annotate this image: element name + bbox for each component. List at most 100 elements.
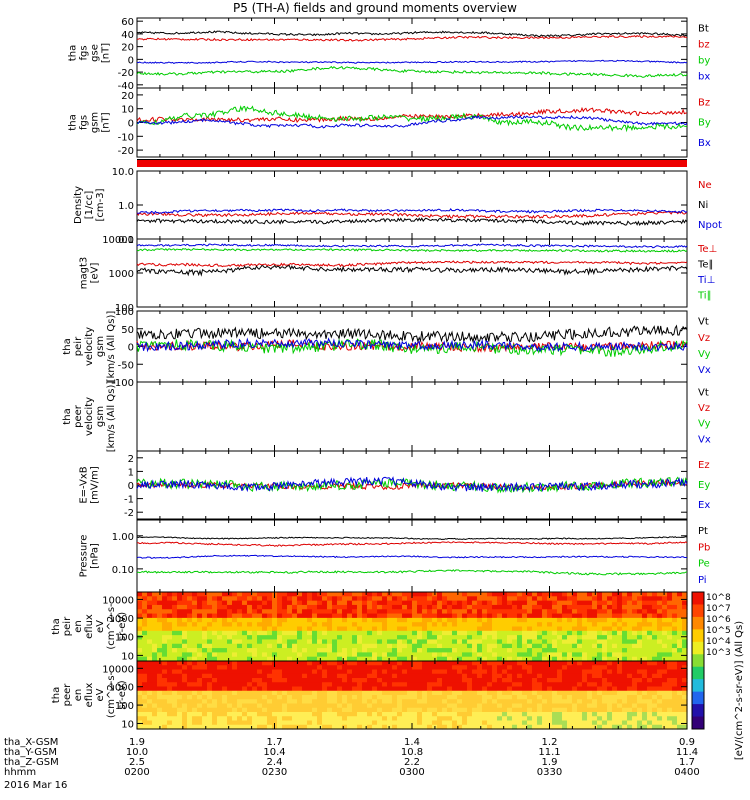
series-line-ti: [136, 243, 688, 249]
x-tick-value: 1.4: [404, 737, 420, 748]
panel-2: 20 10 0 -10 -20 tha fgs gsm [nT] Bz By Bx: [68, 87, 711, 158]
y-tick-label: 10000: [102, 235, 134, 246]
legend-by: By: [698, 118, 711, 129]
legend-ey: Ey: [698, 480, 710, 491]
y-axis-label: [eV]: [90, 263, 101, 284]
panel-8: 1.00 0.10 Pressure [nPa] Pt Pb Pe Pi: [79, 519, 710, 593]
y-tick-label: -20: [118, 146, 134, 157]
legend-pb: Pb: [698, 542, 710, 553]
x-tick-value: 1.9: [542, 757, 558, 768]
y-axis-label: velocity: [84, 327, 95, 366]
y-tick-label: -2: [124, 508, 134, 519]
series-line-by: [136, 65, 688, 78]
colorbar-tick: 10^3: [706, 648, 731, 658]
y-tick-label: 2: [128, 454, 134, 465]
legend-vz: Vz: [698, 333, 710, 344]
data-quality-bar: [137, 160, 687, 167]
panel-7: 2 1 0 -1 -2 E=-VxB [mV/m] Ez Ey Ex: [79, 450, 710, 520]
x-tick-value: 1.2: [542, 737, 558, 748]
y-axis-label: tha: [62, 408, 73, 424]
legend-ez: Ez: [698, 460, 710, 471]
x-tick-value: 1.7: [267, 737, 283, 748]
legend-vt: Vt: [698, 317, 709, 328]
y-axis-label: eflux: [84, 683, 95, 708]
series-line-npot: [136, 208, 688, 215]
y-tick-label: 0: [128, 119, 134, 130]
y-axis-label: fgs: [79, 115, 90, 130]
legend-ti: Ti⊥: [697, 275, 715, 286]
colorbar-segment: [692, 716, 704, 730]
y-tick-label: 1000: [109, 614, 134, 625]
y-tick-label: 1: [128, 467, 134, 478]
y-tick-label: -40: [118, 81, 134, 92]
x-tick-value: 11.4: [676, 747, 698, 758]
y-axis-label: gsm: [95, 336, 106, 357]
x-tick-value: 10.8: [401, 747, 423, 758]
legend-vx: Vx: [698, 365, 711, 376]
y-axis-label: [1/cc]: [84, 191, 95, 220]
panel-frame: [136, 238, 688, 308]
y-tick-label: 1000: [109, 683, 134, 694]
panel-4: 10000 1000 100 magt3 [eV] Te⊥ Te∥ Ti⊥ Ti∥: [79, 235, 718, 314]
y-axis-label: tha: [68, 114, 79, 130]
y-tick-label: 1000: [109, 269, 134, 280]
panel-6: tha peer velocity gsm [km/s (All Qs)] Vt Vz Vy V…: [62, 381, 711, 453]
x-tick-value: 0330: [537, 767, 562, 778]
x-tick-value: 1.7: [679, 757, 695, 768]
y-axis-label: magt3: [79, 257, 90, 290]
y-tick-label: 40: [121, 30, 134, 41]
y-tick-label: 50: [121, 325, 134, 336]
y-axis-label: tha: [62, 338, 73, 354]
panel-1: 60 40 200 -20 -40 tha fgs gse [nT] Bt bz by bx: [68, 17, 711, 92]
series-line-vt: [136, 324, 688, 344]
colorbar-segment: [692, 604, 704, 618]
legend-vy: Vy: [698, 419, 711, 430]
y-axis-label: gse: [90, 44, 101, 62]
panel-frame: [136, 381, 688, 452]
x-axis-row-label: tha_Z-GSM: [4, 757, 59, 768]
series-line-ex: [136, 476, 688, 493]
y-tick-label: 100: [115, 307, 134, 318]
series-line-bx: [136, 59, 688, 64]
y-tick-label: -10: [118, 132, 134, 143]
y-tick-label: 10000: [102, 664, 134, 675]
y-axis-label: sr-eV): [117, 680, 128, 709]
legend-bx: bx: [698, 71, 710, 82]
legend-bz: bz: [698, 39, 710, 50]
series-line-bz: [136, 106, 688, 123]
x-tick-value: 0400: [674, 767, 699, 778]
legend-te: Te⊥: [697, 244, 717, 255]
colorbar-label: [eV/(cm^2-s-sr-eV)] (All Qs): [734, 621, 745, 760]
colorbar-segment: [692, 616, 704, 630]
y-axis-label: eflux: [84, 614, 95, 639]
panel-10: 10000 1000 100 10 tha peer en eflux eV (cm^2-s-sr…: [51, 660, 688, 730]
series-line-pi: [136, 554, 688, 559]
y-tick-label: 10.0: [112, 167, 134, 178]
x-axis-row-label: hhmm: [4, 767, 36, 778]
x-tick-value: 0230: [262, 767, 287, 778]
legend-bt: Bt: [698, 24, 709, 35]
y-axis-label: [km/s (All Qs)]: [106, 381, 117, 453]
y-tick-label: 10: [121, 651, 134, 662]
y-tick-label: -1: [124, 495, 134, 506]
legend-pt: Pt: [698, 526, 708, 537]
y-tick-label: 0: [128, 55, 134, 66]
colorbar-segment: [692, 629, 704, 643]
y-tick-label: 1.00: [112, 532, 134, 543]
panel-frame: [136, 87, 688, 158]
y-axis-label: [mV/m]: [90, 466, 101, 504]
y-axis-label: Pressure: [79, 535, 90, 578]
y-axis-label: E=-VxB: [79, 466, 90, 503]
x-tick-value: 0.9: [679, 737, 695, 748]
y-axis-label: sr-eV): [117, 612, 128, 641]
y-axis-label: Density: [73, 186, 84, 224]
y-axis-label: [nT]: [101, 43, 112, 63]
series-line-by: [136, 105, 688, 133]
legend-ni: Ni: [698, 200, 708, 211]
series-line-ni: [136, 217, 688, 227]
y-axis-label: [nT]: [101, 112, 112, 132]
colorbar: [eV/(cm^2-s-sr-eV)] (All Qs) 10^810^710^6…: [691, 591, 745, 760]
colorbar-segment: [692, 592, 704, 605]
y-axis-label: (cm^2-s-: [106, 671, 117, 718]
colorbar-segment: [692, 641, 704, 655]
